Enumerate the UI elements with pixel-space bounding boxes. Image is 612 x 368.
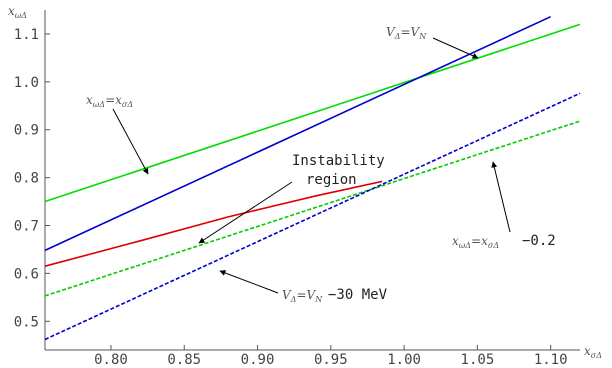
series-line-5 <box>44 180 383 267</box>
series-layer <box>44 15 581 341</box>
svg-text:xωΔ=xσΔ: xωΔ=xσΔ <box>452 234 499 250</box>
y-tick-label: 0.7 <box>14 218 39 234</box>
series-line-1 <box>44 23 581 203</box>
svg-text:xωΔ: xωΔ <box>8 4 27 20</box>
y-tick-label: 0.9 <box>14 123 39 139</box>
y-tick-label: 0.5 <box>14 314 39 330</box>
series-line-2 <box>44 15 552 252</box>
y-tick-label: 1.1 <box>14 27 39 43</box>
x-tick-label: 1.10 <box>534 352 568 368</box>
v-minus-suffix: −30 MeV <box>328 287 388 303</box>
x-tick-label: 1.05 <box>461 352 495 368</box>
x-equal-arrow <box>112 108 149 175</box>
x-tick-label: 0.80 <box>94 352 128 368</box>
series-line-4 <box>44 92 581 341</box>
v-minus-arrow <box>219 270 279 294</box>
x-tick-label: 0.85 <box>167 352 201 368</box>
x-ticks: 0.80 0.85 0.90 0.95 1.00 1.05 1.10 <box>94 345 568 368</box>
x-tick-label: 0.90 <box>241 352 275 368</box>
x-minus-arrow <box>491 161 511 233</box>
x-axis-title: xσΔ <box>584 344 602 360</box>
y-ticks: 0.5 0.6 0.7 0.8 0.9 1.0 1.1 <box>14 27 50 330</box>
instability-arrow <box>198 181 293 244</box>
series-line-3 <box>44 120 581 297</box>
instability-label-line2: region <box>306 172 357 188</box>
instability-label-line1: Instability <box>292 153 385 169</box>
v-equal-label: VΔ=VN <box>386 25 427 41</box>
y-tick-label: 0.6 <box>14 266 39 282</box>
svg-text:xσΔ: xσΔ <box>584 344 602 360</box>
y-tick-label: 0.8 <box>14 171 39 187</box>
svg-text:VΔ=VN: VΔ=VN <box>282 288 323 304</box>
y-tick-label: 1.0 <box>14 75 39 91</box>
v-minus-label: VΔ=VN −30 MeV <box>282 287 388 304</box>
x-tick-label: 1.00 <box>387 352 421 368</box>
x-equal-label: xωΔ=xσΔ <box>86 93 133 109</box>
y-axis-title: xωΔ <box>8 4 27 20</box>
x-tick-label: 0.95 <box>314 352 348 368</box>
x-minus-suffix: −0.2 <box>522 233 556 249</box>
x-minus-label: xωΔ=xσΔ −0.2 <box>452 233 556 250</box>
v-equal-arrow <box>432 37 479 59</box>
axes: 0.80 0.85 0.90 0.95 1.00 1.05 1.10 0.50.60.70.… <box>14 10 580 368</box>
